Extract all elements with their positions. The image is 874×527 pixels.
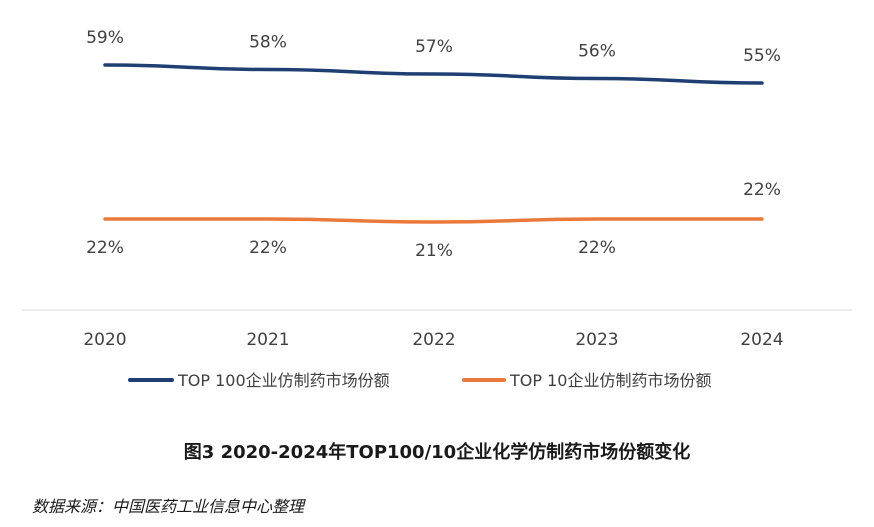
chart-title: 图3 2020-2024年TOP100/10企业化学仿制药市场份额变化 (183, 442, 691, 463)
x-tick-2023: 2023 (575, 330, 618, 350)
data-label-s1-2024: 22% (743, 180, 781, 200)
series-line-1 (103, 217, 764, 224)
series-line-0 (103, 63, 764, 85)
legend-label-top10: TOP 10企业仿制药市场份额 (509, 371, 711, 390)
x-tick-2022: 2022 (412, 330, 455, 350)
data-label-s1-2021: 22% (249, 238, 287, 258)
line-chart: 59% 58% 57% 56% 55%22% 22% 21% 22%22% 2020 2021 2… (22, 28, 852, 390)
data-labels: 59% 58% 57% 56% 55% 22% 22% 21% 22% 22% (86, 28, 781, 261)
data-label-s0-2023: 56% (578, 42, 616, 62)
x-axis-ticks: 2020 2021 2022 2023 2024 (83, 330, 783, 350)
x-tick-2024: 2024 (740, 330, 783, 350)
x-tick-2021: 2021 (246, 330, 289, 350)
data-label-s1-2022: 21% (415, 241, 453, 261)
data-label-s0-2024: 55% (743, 46, 781, 66)
x-tick-2020: 2020 (83, 330, 126, 350)
data-label-s0-2022: 57% (415, 37, 453, 57)
data-label-s1-2020: 22% (86, 238, 124, 258)
series-layer (103, 63, 764, 224)
data-label-s0-2020: 59% (86, 28, 124, 48)
legend: TOP 100企业仿制药市场份额 TOP 10企业仿制药市场份额 (128, 371, 711, 390)
data-source-note: 数据来源：中国医药工业信息中心整理 (32, 497, 305, 516)
legend-label-top100: TOP 100企业仿制药市场份额 (177, 371, 390, 390)
data-label-s0-2021: 58% (249, 33, 287, 53)
data-label-s1-2023: 22% (578, 238, 616, 258)
